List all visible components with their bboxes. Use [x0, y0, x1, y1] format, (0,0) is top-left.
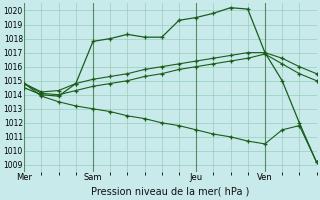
X-axis label: Pression niveau de la mer( hPa ): Pression niveau de la mer( hPa ) [91, 187, 250, 197]
